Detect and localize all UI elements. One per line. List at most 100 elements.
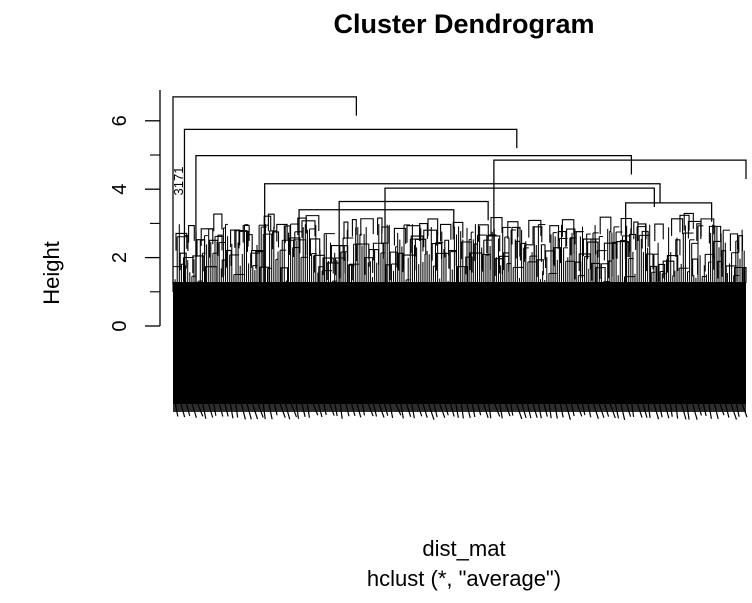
leaf-label-glyph <box>476 401 482 416</box>
subcluster-branch <box>561 219 575 237</box>
subcluster-branch <box>578 253 591 272</box>
leaf-label-glyph <box>240 401 246 420</box>
subcluster-branch <box>570 237 575 256</box>
subcluster-branch <box>288 237 301 256</box>
leaf-label-glyph <box>658 401 663 418</box>
leaf-label-glyph <box>355 401 362 418</box>
subcluster-branch <box>692 258 699 277</box>
leaf-label-glyph <box>284 401 291 420</box>
leaf-label-glyph <box>515 401 523 420</box>
leaf-label-glyph <box>636 401 643 418</box>
subcluster-branch <box>519 242 527 261</box>
subcluster-branch <box>389 251 398 270</box>
leaf-label-glyph <box>465 401 471 419</box>
leaf-label-glyph <box>542 401 548 417</box>
subcluster-branch <box>377 217 383 236</box>
subcluster-branch <box>414 238 427 257</box>
subcluster-branch <box>587 241 599 260</box>
leaf-label-glyph <box>399 401 404 419</box>
subcluster-branch <box>708 225 722 244</box>
subcluster-branch <box>704 253 715 272</box>
leaf-label-glyph <box>581 401 586 416</box>
leaf-label: 3171 <box>171 167 186 196</box>
y-tick-label: 4 <box>109 184 131 195</box>
dendrogram-merge <box>195 155 633 285</box>
subcluster-branch <box>448 250 457 268</box>
leaf-label-glyph <box>553 401 558 419</box>
leaf-label-glyph <box>669 401 673 417</box>
leaf-label-glyph <box>559 401 564 418</box>
leaf-label-glyph <box>509 401 514 416</box>
subcluster-branch <box>276 223 288 242</box>
subcluster-branch <box>356 243 370 262</box>
leaf-label-glyph <box>724 401 730 418</box>
leaf-label-glyph <box>350 401 356 417</box>
leaf-label-glyph <box>482 401 489 419</box>
leaf-label-glyph <box>322 401 327 416</box>
leaf-label-glyph <box>647 401 651 418</box>
dendrogram-merge <box>493 159 747 285</box>
subcluster-branch <box>246 234 253 252</box>
subcluster-branch <box>524 244 535 262</box>
leaf-label-glyph <box>196 401 204 417</box>
subcluster-branch <box>725 265 737 284</box>
leaf-label-glyph <box>344 401 350 417</box>
y-tick-label: 0 <box>109 320 131 331</box>
leaf-label-glyph <box>493 401 501 417</box>
leaf-mass-edge <box>173 404 746 412</box>
subcluster-branch <box>729 233 739 251</box>
subcluster-branch <box>650 265 658 284</box>
leaf-label-glyph <box>685 401 690 420</box>
subcluster-branch <box>738 235 744 253</box>
subcluster-branch <box>591 262 601 281</box>
leaf-label-glyph <box>443 401 449 416</box>
leaf-label-glyph <box>718 401 725 416</box>
leaf-label-glyph <box>251 401 259 420</box>
subcluster-branch <box>503 252 510 271</box>
dendrogram-merge <box>298 209 455 285</box>
leaf-label-glyph <box>707 401 712 419</box>
leaf-label-glyph <box>218 401 224 417</box>
leaf-label-glyph <box>696 401 702 416</box>
leaf-label-glyph <box>262 401 266 420</box>
subcluster-branch <box>213 213 223 232</box>
subcluster-branch <box>482 253 491 272</box>
leaf-label-glyph <box>333 401 338 417</box>
subcluster-branch <box>351 218 357 237</box>
subcluster-branch <box>641 230 649 249</box>
subcluster-branch <box>322 257 334 276</box>
leaf-label-glyph <box>592 401 599 419</box>
subcluster-branch <box>255 251 264 269</box>
subcluster-branch <box>326 262 341 281</box>
leaf-label-glyph <box>614 401 620 419</box>
leaf-label-glyph <box>361 401 366 416</box>
subcluster-branch <box>666 255 679 273</box>
subcluster-branch <box>461 241 472 260</box>
dendrogram-leaf-mass <box>172 212 748 420</box>
leaf-label-glyph <box>190 401 197 418</box>
subcluster-branch <box>234 230 248 248</box>
subcluster-branch <box>473 243 478 262</box>
leaf-label-glyph <box>223 401 229 417</box>
subcluster-branch <box>456 266 469 284</box>
subcluster-branch <box>734 266 746 285</box>
subcluster-branch <box>175 232 188 251</box>
leaf-label-glyph <box>174 401 179 417</box>
x-axis-label: dist_mat <box>422 536 505 561</box>
leaf-label-glyph <box>630 401 635 418</box>
dendrogram-merge <box>172 96 357 285</box>
leaf-label-glyph <box>289 401 298 418</box>
subcluster-branch <box>671 218 684 236</box>
leaf-label-glyph <box>273 401 278 416</box>
dendrogram-merge <box>338 200 489 285</box>
leaf-label-glyph <box>487 401 492 419</box>
subcluster-branch <box>742 266 747 285</box>
subcluster-branch <box>629 233 637 252</box>
leaf-label-glyph <box>256 401 264 418</box>
leaf-label-glyph <box>471 401 476 418</box>
dendrogram-merge <box>384 187 655 285</box>
subcluster-branch <box>654 223 664 242</box>
subcluster-branch <box>330 245 345 263</box>
subcluster-branch <box>267 213 275 232</box>
subcluster-branch <box>494 258 503 276</box>
